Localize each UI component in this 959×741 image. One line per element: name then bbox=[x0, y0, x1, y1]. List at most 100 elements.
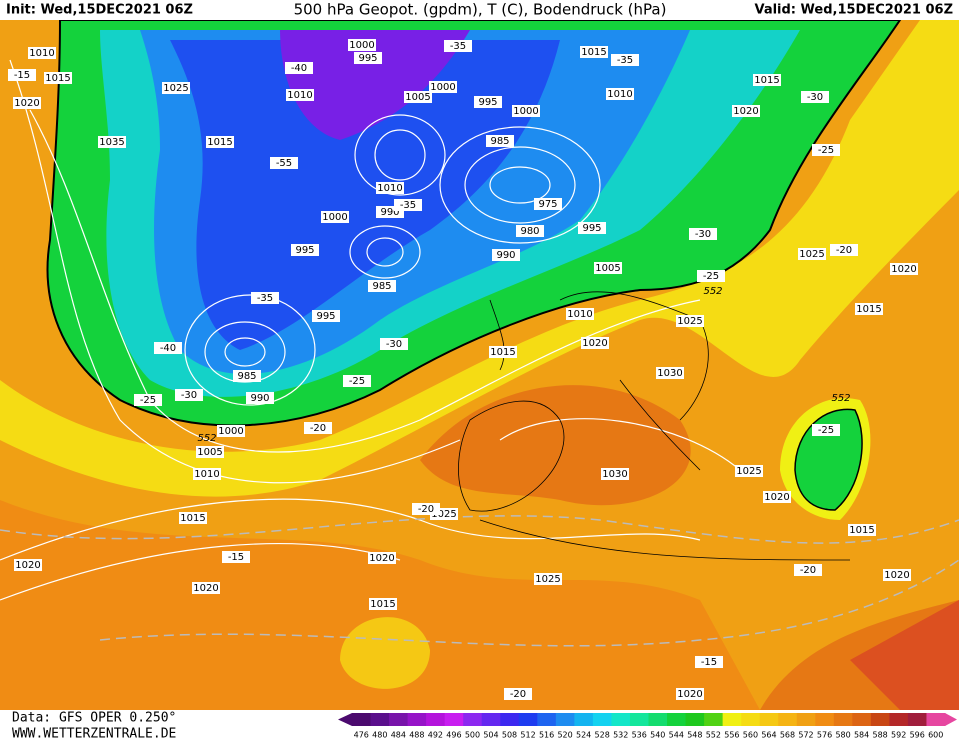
isobar-label: 1025 bbox=[163, 83, 188, 94]
isobar-label: 1000 bbox=[513, 106, 538, 117]
isobar-label: 1020 bbox=[14, 98, 39, 109]
scale-swatch bbox=[574, 713, 594, 726]
isobar-label: 1010 bbox=[377, 183, 402, 194]
isobar-label-bg bbox=[534, 198, 562, 210]
isobar-label: 995 bbox=[316, 311, 335, 322]
isobar-label-bg bbox=[848, 524, 876, 536]
isobar-label-bg bbox=[516, 225, 544, 237]
scale-label: 532 bbox=[613, 731, 628, 740]
height-label: 552 bbox=[831, 393, 850, 404]
temperature-label-bg bbox=[812, 144, 840, 156]
isobar-label: 985 bbox=[372, 281, 391, 292]
temperature-label: -25 bbox=[349, 376, 365, 387]
isobar-label: 1025 bbox=[535, 574, 560, 585]
green-cell-east bbox=[794, 408, 863, 511]
temperature-label-bg bbox=[380, 338, 408, 350]
temperature-label: -35 bbox=[400, 200, 416, 211]
scale-label: 556 bbox=[724, 731, 739, 740]
isobar-label: 1010 bbox=[29, 48, 54, 59]
color-scale: 476 480 484 488 492 496 500 504 508 512 516 520 524 5… bbox=[338, 713, 957, 740]
isobar-label-bg bbox=[732, 105, 760, 117]
isobar-label: 1005 bbox=[197, 447, 222, 458]
temperature-label-bg bbox=[695, 656, 723, 668]
scale-label: 576 bbox=[817, 731, 832, 740]
scale-label: 544 bbox=[669, 731, 684, 740]
isobar-label: 995 bbox=[582, 223, 601, 234]
scale-swatch bbox=[722, 713, 742, 726]
scale-label: 500 bbox=[465, 731, 480, 740]
isobar-label-bg bbox=[798, 248, 826, 260]
isobar-label: 1015 bbox=[581, 47, 606, 58]
scale-label: 572 bbox=[798, 731, 813, 740]
scale-label: 580 bbox=[835, 731, 850, 740]
temperature-label: -35 bbox=[617, 55, 633, 66]
isobar-label-bg bbox=[246, 392, 274, 404]
scale-arrow-left bbox=[338, 713, 352, 726]
scale-label: 492 bbox=[428, 731, 443, 740]
temperature-label-bg bbox=[794, 564, 822, 576]
scale-swatch bbox=[500, 713, 520, 726]
isobar-label: 1005 bbox=[405, 92, 430, 103]
temperature-label: -15 bbox=[701, 657, 717, 668]
isobar-label-bg bbox=[489, 346, 517, 358]
scale-label: 568 bbox=[780, 731, 795, 740]
isobar-label: 980 bbox=[520, 226, 539, 237]
isobar-label: 1015 bbox=[180, 513, 205, 524]
temperature-label-bg bbox=[412, 503, 440, 515]
isobar-label-bg bbox=[656, 367, 684, 379]
isobar-label-bg bbox=[206, 136, 234, 148]
scale-label: 596 bbox=[910, 731, 925, 740]
isobar-label: 985 bbox=[490, 136, 509, 147]
temperature-label: -35 bbox=[257, 293, 273, 304]
temperature-label-bg bbox=[304, 422, 332, 434]
isobar-label-bg bbox=[606, 88, 634, 100]
scale-label: 476 bbox=[354, 731, 369, 740]
isobar-label: 1020 bbox=[193, 583, 218, 594]
scale-label: 504 bbox=[483, 731, 498, 740]
temperature-label: -40 bbox=[160, 343, 176, 354]
isobar-label: 1000 bbox=[349, 40, 374, 51]
isobar-label: 990 bbox=[250, 393, 269, 404]
scale-swatch bbox=[592, 713, 612, 726]
temperature-label-bg bbox=[504, 688, 532, 700]
scale-arrow-right bbox=[945, 713, 957, 726]
temperature-label: -25 bbox=[140, 395, 156, 406]
height-label: 552 bbox=[703, 286, 722, 297]
isobar-label-bg bbox=[233, 370, 261, 382]
isobar-label: 1020 bbox=[582, 338, 607, 349]
scale-swatch bbox=[611, 713, 631, 726]
temperature-label-bg bbox=[343, 375, 371, 387]
scale-label: 600 bbox=[928, 731, 943, 740]
isobars bbox=[0, 59, 741, 601]
scale-label: 516 bbox=[539, 731, 554, 740]
isobar-label-bg bbox=[368, 552, 396, 564]
temperature-label: -30 bbox=[807, 92, 823, 103]
isotherms bbox=[0, 515, 959, 647]
isobar-label-bg bbox=[354, 52, 382, 64]
isobar-label: 1015 bbox=[856, 304, 881, 315]
temperature-label: -30 bbox=[695, 229, 711, 240]
isobar-label: 1030 bbox=[602, 469, 627, 480]
temperature-label-bg bbox=[611, 54, 639, 66]
temperature-label-bg bbox=[154, 342, 182, 354]
isobar-label-bg bbox=[753, 74, 781, 86]
scale-label: 592 bbox=[891, 731, 906, 740]
isobar-label-bg bbox=[14, 559, 42, 571]
header-bar bbox=[0, 0, 959, 20]
scale-swatch bbox=[889, 713, 909, 726]
temperature-label: -20 bbox=[800, 565, 816, 576]
deep-blue-air-mass bbox=[170, 40, 560, 350]
isobar-label-bg bbox=[486, 135, 514, 147]
temperature-label-bg bbox=[285, 62, 313, 74]
temperature-label: -15 bbox=[14, 70, 30, 81]
scale-label: 496 bbox=[446, 731, 461, 740]
temperature-label: -20 bbox=[836, 245, 852, 256]
scale-swatch bbox=[370, 713, 390, 726]
isobar-label-bg bbox=[735, 465, 763, 477]
isobar-label: 1010 bbox=[287, 90, 312, 101]
isobar-label: 1000 bbox=[322, 212, 347, 223]
isobar-label-bg bbox=[98, 136, 126, 148]
isobar-label-bg bbox=[594, 262, 622, 274]
scale-swatch bbox=[518, 713, 538, 726]
